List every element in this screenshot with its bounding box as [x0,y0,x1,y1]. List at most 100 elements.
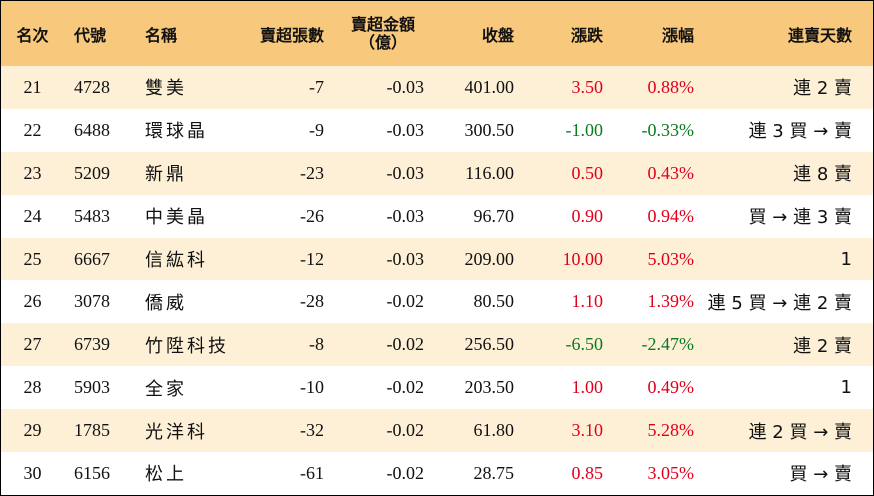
table-row: 27 6739 竹陞科技 -8 -0.02 256.50 -6.50 -2.47% 連 2 賣 [1,323,873,367]
net-sell-lots-cell: -9 [309,119,324,140]
change-pct-cell: -2.47% [641,334,695,355]
consecutive-days-cell: 連 2 買 → 賣 [748,421,852,443]
name-cell: 中美晶 [145,207,208,229]
change-cell: 1.10 [571,291,604,312]
consecutive-days-cell: 買 → 賣 [789,464,852,486]
net-sell-amount-cell: -0.02 [386,377,425,398]
code-cell: 6667 [74,248,110,269]
code-cell: 1785 [74,420,110,441]
change-cell: 10.00 [562,248,604,269]
net-sell-lots-cell: -12 [300,248,324,269]
net-sell-lots-cell: -26 [300,205,324,226]
table-row: 25 6667 信紘科 -12 -0.03 209.00 10.00 5.03% 1 [1,237,873,281]
net-sell-lots-cell: -32 [300,420,324,441]
header-consecutive-days: 連賣天數 [787,25,852,45]
net-sell-lots-cell: -28 [300,291,324,312]
code-cell: 3078 [74,291,110,312]
code-cell: 6488 [74,119,110,140]
name-cell: 新鼎 [145,164,187,186]
net-sell-lots-cell: -8 [309,334,324,355]
rank-cell: 22 [23,119,42,140]
code-cell: 5903 [74,377,110,398]
close-cell: 28.75 [473,462,515,483]
close-cell: 61.80 [473,420,515,441]
name-cell: 光洋科 [145,421,208,443]
change-pct-cell: 5.03% [647,248,695,269]
change-cell: 3.50 [571,76,604,97]
header-change: 漲跌 [570,25,603,45]
change-pct-cell: 1.39% [647,291,695,312]
change-cell: 3.10 [571,420,604,441]
rank-cell: 26 [23,291,42,312]
close-cell: 300.50 [464,119,515,140]
rank-cell: 23 [23,162,42,183]
change-pct-cell: -0.33% [641,119,695,140]
table-row: 30 6156 松上 -61 -0.02 28.75 0.85 3.05% 買 → 賣 [1,452,873,495]
consecutive-days-cell: 連 5 買 → 連 2 賣 [707,292,852,314]
table-header: 名次 代號 名稱 賣超張數 賣超金額 （億） 收盤 漲跌 漲幅 連賣天數 [1,1,873,66]
consecutive-days-cell: 1 [840,377,852,399]
table-row: 21 4728 雙美 -7 -0.03 401.00 3.50 0.88% 連 2 賣 [1,66,873,109]
rank-cell: 25 [23,248,42,269]
table-row: 24 5483 中美晶 -26 -0.03 96.70 0.90 0.94% 買 → 連 3 賣 [1,195,873,238]
change-cell: -1.00 [565,119,604,140]
change-cell: -6.50 [565,334,604,355]
net-sell-amount-cell: -0.02 [386,291,425,312]
close-cell: 80.50 [473,291,515,312]
header-rank: 名次 [16,25,49,45]
net-sell-amount-cell: -0.03 [386,248,425,269]
rank-cell: 24 [23,205,42,226]
net-sell-lots-cell: -23 [300,162,324,183]
close-cell: 96.70 [473,205,515,226]
table-row: 26 3078 僑威 -28 -0.02 80.50 1.10 1.39% 連 5 買 → 連 … [1,280,873,323]
net-sell-amount-cell: -0.02 [386,462,425,483]
net-sell-lots-cell: -61 [300,462,324,483]
close-cell: 116.00 [465,162,514,183]
code-cell: 5483 [74,205,110,226]
table-row: 29 1785 光洋科 -32 -0.02 61.80 3.10 5.28% 連 2 買 → 賣 [1,409,873,453]
close-cell: 203.50 [464,377,515,398]
rank-cell: 29 [23,420,42,441]
table-body: 21 4728 雙美 -7 -0.03 401.00 3.50 0.88% 連 2 賣 22 648… [1,66,873,495]
rank-cell: 27 [23,334,42,355]
name-cell: 僑威 [145,292,187,314]
table-row: 23 5209 新鼎 -23 -0.03 116.00 0.50 0.43% 連 8 賣 [1,151,873,195]
code-cell: 6739 [74,334,110,355]
name-cell: 竹陞科技 [145,335,229,357]
header-close: 收盤 [481,25,514,45]
header-name: 名稱 [145,25,178,45]
change-pct-cell: 0.43% [647,162,695,183]
change-cell: 0.85 [571,462,604,483]
consecutive-days-cell: 連 8 賣 [793,164,852,186]
consecutive-days-cell: 連 2 賣 [793,335,852,357]
close-cell: 209.00 [464,248,515,269]
header-amount-line1: 賣超金額 [350,14,415,34]
header-net-sell-amount: 賣超金額 （億） [324,14,424,52]
rank-cell: 28 [23,377,42,398]
change-cell: 0.50 [571,162,604,183]
code-cell: 6156 [74,462,110,483]
net-sell-lots-cell: -10 [300,377,324,398]
consecutive-days-cell: 連 2 賣 [793,78,852,100]
change-pct-cell: 3.05% [647,462,695,483]
change-cell: 0.90 [571,205,604,226]
change-pct-cell: 5.28% [647,420,695,441]
close-cell: 256.50 [464,334,515,355]
code-cell: 4728 [74,76,110,97]
header-change-pct: 漲幅 [661,25,694,45]
name-cell: 全家 [145,378,187,400]
table-row: 28 5903 全家 -10 -0.02 203.50 1.00 0.49% 1 [1,366,873,409]
change-pct-cell: 0.94% [647,205,695,226]
net-sell-lots-cell: -7 [309,76,324,97]
name-cell: 環球晶 [145,121,208,143]
consecutive-days-cell: 連 3 買 → 賣 [748,121,852,143]
net-sell-amount-cell: -0.02 [386,420,425,441]
table-row: 22 6488 環球晶 -9 -0.03 300.50 -1.00 -0.33% 連 3 買 →… [1,109,873,152]
change-pct-cell: 0.88% [647,76,695,97]
rank-cell: 21 [23,76,42,97]
consecutive-days-cell: 買 → 連 3 賣 [748,207,852,229]
change-cell: 1.00 [571,377,604,398]
rank-cell: 30 [23,462,42,483]
code-cell: 5209 [74,162,110,183]
